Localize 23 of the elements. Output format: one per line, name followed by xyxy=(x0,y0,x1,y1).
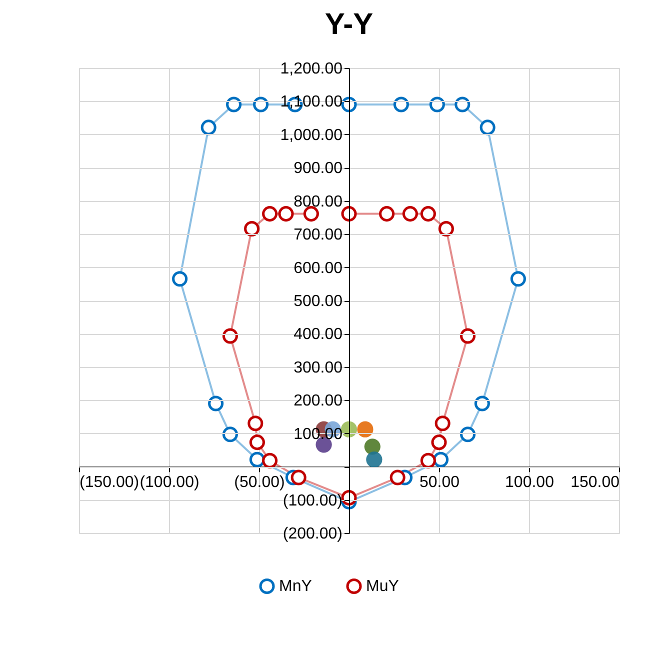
y-tick-label: 600.00 xyxy=(294,260,343,277)
y-tick-label: 1,100.00 xyxy=(280,94,343,111)
x-tick-label: 100.00 xyxy=(505,474,554,492)
y-tick-label: (100.00) xyxy=(282,492,342,510)
y-tick-label: 400.00 xyxy=(294,326,343,344)
y-tick-label: 1,200.00 xyxy=(280,60,343,78)
y-tick-label: 800.00 xyxy=(294,193,343,210)
y-tick-label: (200.00) xyxy=(282,526,342,542)
y-tick-label: 100.00 xyxy=(294,426,343,443)
y-tick-label: 300.00 xyxy=(294,359,343,376)
y-tick-label: 200.00 xyxy=(294,392,343,410)
chart-title: Y-Y xyxy=(324,8,374,41)
y-tick-label: 500.00 xyxy=(294,293,343,310)
x-tick-label: (150.00) xyxy=(80,474,140,492)
legend-label: MuY xyxy=(366,578,400,596)
y-tick-label: 700.00 xyxy=(294,226,343,244)
legend-label: MnY xyxy=(279,578,312,596)
y-tick-label: 900.00 xyxy=(294,160,343,178)
x-tick-label: 50.00 xyxy=(419,474,460,492)
y-tick-label: 1,000.00 xyxy=(280,126,343,144)
x-tick-label: (100.00) xyxy=(140,474,200,492)
x-tick-label: 150.00 xyxy=(570,474,620,492)
x-tick-label: (50.00) xyxy=(234,474,285,492)
